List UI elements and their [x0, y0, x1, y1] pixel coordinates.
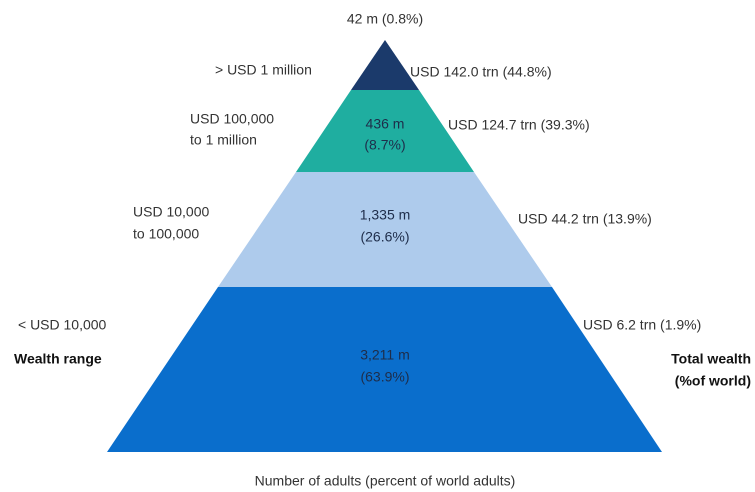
right-heading: Total wealth	[671, 351, 751, 367]
tier-3	[218, 172, 552, 287]
bottom-caption: Number of adults (percent of world adult…	[255, 473, 516, 489]
tier-base	[107, 287, 662, 452]
range-label: > USD 1 million	[215, 62, 312, 78]
range-label: USD 100,000	[190, 111, 274, 127]
adults-label: 3,211 m	[360, 347, 410, 363]
left-heading: Wealth range	[14, 351, 102, 367]
range-label: USD 10,000	[133, 204, 209, 220]
adults-label: 1,335 m	[360, 207, 411, 223]
tier-top	[351, 40, 419, 90]
right-heading: (%of world)	[675, 373, 751, 389]
range-label: < USD 10,000	[18, 317, 107, 333]
wealth-label: USD 142.0 trn (44.8%)	[410, 64, 552, 80]
tier-2	[296, 90, 474, 172]
wealth-label: USD 124.7 trn (39.3%)	[448, 117, 590, 133]
wealth-label: USD 6.2 trn (1.9%)	[583, 317, 701, 333]
adults-label: 436 m	[366, 116, 405, 132]
adults-label: (8.7%)	[364, 137, 405, 153]
adults-label: (26.6%)	[360, 229, 409, 245]
adults-label: 42 m (0.8%)	[347, 11, 423, 27]
range-label: to 100,000	[133, 226, 199, 242]
range-label: to 1 million	[190, 132, 257, 148]
wealth-label: USD 44.2 trn (13.9%)	[518, 211, 652, 227]
adults-label: (63.9%)	[360, 369, 409, 385]
